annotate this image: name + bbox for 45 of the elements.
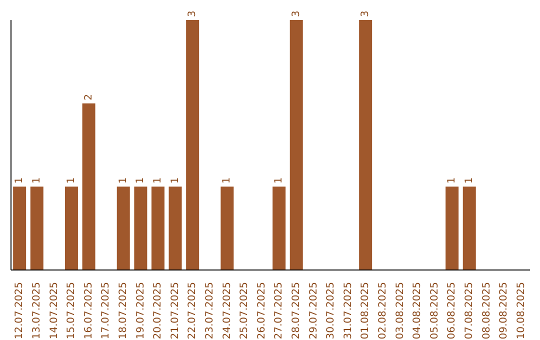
x-tick-label: 22.07.2025	[187, 282, 198, 340]
x-tick-label: 04.08.2025	[412, 282, 424, 340]
x-tick-label: 25.07.2025	[239, 282, 250, 340]
data-label: 1	[14, 177, 26, 184]
x-tick-label: 19.07.2025	[135, 282, 146, 340]
data-label: 1	[152, 177, 164, 184]
data-label: 1	[464, 177, 475, 184]
x-tick-label: 08.08.2025	[481, 282, 492, 340]
x-tick-label: 24.07.2025	[222, 282, 233, 340]
x-tick-label: 07.08.2025	[464, 282, 475, 340]
x-tick-label: 02.08.2025	[377, 282, 388, 340]
data-label: 1	[446, 177, 458, 184]
x-tick-label: 01.08.2025	[360, 282, 372, 340]
data-label: 1	[135, 177, 146, 184]
data-label: 1	[118, 177, 129, 184]
x-tick-label: 31.07.2025	[342, 282, 354, 340]
x-tick-label: 16.07.2025	[83, 282, 94, 340]
data-label: 1	[66, 177, 77, 184]
x-tick-label: 28.07.2025	[290, 282, 302, 340]
data-label: 1	[222, 177, 233, 184]
x-tick-label: 05.08.2025	[429, 282, 440, 340]
x-tick-label: 06.08.2025	[446, 282, 458, 340]
x-tick-label: 21.07.2025	[170, 282, 181, 340]
data-label: 3	[290, 10, 302, 17]
x-tick-label: 13.07.2025	[31, 282, 42, 340]
x-tick-label: 09.08.2025	[498, 282, 510, 340]
x-tick-label: 30.07.2025	[326, 282, 337, 340]
data-label: 2	[83, 94, 94, 100]
x-tick-label: 17.07.2025	[100, 282, 112, 340]
x-tick-label: 03.08.2025	[394, 282, 406, 340]
data-label: 3	[360, 10, 372, 17]
data-label: 1	[170, 177, 181, 184]
data-label: 1	[31, 177, 42, 184]
x-tick-label: 10.08.2025	[516, 282, 527, 340]
x-tick-label: 23.07.2025	[204, 282, 216, 340]
x-tick-label: 26.07.2025	[256, 282, 268, 340]
x-tick-label: 12.07.2025	[14, 282, 26, 340]
x-tick-label: 15.07.2025	[66, 282, 78, 340]
x-tick-label: 18.07.2025	[118, 282, 129, 340]
data-label: 3	[187, 10, 198, 17]
data-label: 1	[274, 177, 285, 184]
x-tick-label: 14.07.2025	[48, 282, 60, 340]
x-tick-label: 29.07.2025	[308, 282, 320, 340]
x-tick-label: 20.07.2025	[152, 282, 164, 340]
x-tick-label: 27.07.2025	[274, 282, 285, 340]
